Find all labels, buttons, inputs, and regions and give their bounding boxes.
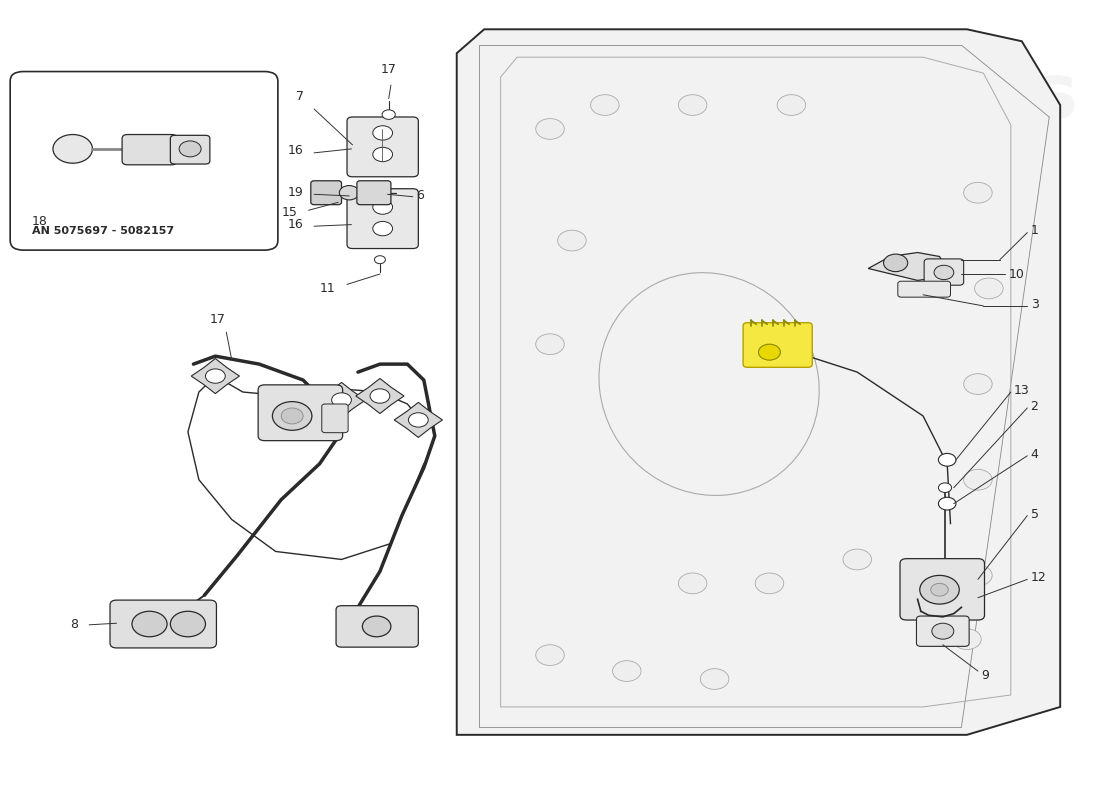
Circle shape xyxy=(938,558,952,568)
Circle shape xyxy=(679,94,707,115)
Circle shape xyxy=(591,94,619,115)
Circle shape xyxy=(931,583,948,596)
Text: 10: 10 xyxy=(1009,267,1024,281)
FancyBboxPatch shape xyxy=(336,606,418,647)
Circle shape xyxy=(964,470,992,490)
Circle shape xyxy=(373,200,393,214)
Circle shape xyxy=(170,611,206,637)
Circle shape xyxy=(759,344,780,360)
Polygon shape xyxy=(191,358,240,394)
Circle shape xyxy=(953,629,981,650)
Polygon shape xyxy=(394,402,442,438)
Text: 17: 17 xyxy=(210,313,225,326)
Circle shape xyxy=(920,575,959,604)
Circle shape xyxy=(938,498,956,510)
Text: 4: 4 xyxy=(1031,448,1038,461)
Circle shape xyxy=(374,256,385,264)
FancyBboxPatch shape xyxy=(122,134,177,165)
Text: 19: 19 xyxy=(287,186,304,199)
Text: 9: 9 xyxy=(981,669,989,682)
Circle shape xyxy=(373,222,393,236)
Circle shape xyxy=(536,645,564,666)
Circle shape xyxy=(179,141,201,157)
Circle shape xyxy=(408,413,428,427)
Circle shape xyxy=(362,616,390,637)
Text: 18: 18 xyxy=(32,215,48,228)
Polygon shape xyxy=(456,30,1060,735)
Circle shape xyxy=(373,147,393,162)
Circle shape xyxy=(339,186,359,200)
Text: 6: 6 xyxy=(416,189,424,202)
Circle shape xyxy=(883,254,908,272)
FancyBboxPatch shape xyxy=(346,189,418,249)
Circle shape xyxy=(206,369,225,383)
Circle shape xyxy=(613,661,641,682)
FancyBboxPatch shape xyxy=(924,259,964,286)
Text: eurocarparts: eurocarparts xyxy=(576,324,896,476)
Circle shape xyxy=(975,278,1003,298)
Text: 7: 7 xyxy=(296,90,304,103)
Circle shape xyxy=(132,611,167,637)
FancyBboxPatch shape xyxy=(898,282,950,297)
Text: 11: 11 xyxy=(319,282,334,295)
Circle shape xyxy=(373,126,393,140)
FancyBboxPatch shape xyxy=(744,322,812,367)
Circle shape xyxy=(558,230,586,251)
Text: 16: 16 xyxy=(287,144,304,157)
Circle shape xyxy=(843,549,871,570)
Circle shape xyxy=(932,623,954,639)
Text: 15: 15 xyxy=(282,206,298,219)
FancyBboxPatch shape xyxy=(110,600,217,648)
Polygon shape xyxy=(355,378,404,414)
Text: a passion for parts since 1985: a passion for parts since 1985 xyxy=(518,436,801,555)
Text: res: res xyxy=(944,60,1078,134)
Text: 1: 1 xyxy=(1031,225,1038,238)
Circle shape xyxy=(938,454,956,466)
Circle shape xyxy=(536,118,564,139)
FancyBboxPatch shape xyxy=(258,385,342,441)
Circle shape xyxy=(938,483,952,493)
Polygon shape xyxy=(868,253,945,281)
Circle shape xyxy=(273,402,312,430)
Circle shape xyxy=(777,94,805,115)
Circle shape xyxy=(536,334,564,354)
Text: 17: 17 xyxy=(381,62,397,75)
FancyBboxPatch shape xyxy=(10,71,278,250)
Text: AN 5075697 - 5082157: AN 5075697 - 5082157 xyxy=(32,226,174,236)
Polygon shape xyxy=(318,382,365,418)
Circle shape xyxy=(964,374,992,394)
Circle shape xyxy=(756,573,783,594)
Text: 3: 3 xyxy=(1031,298,1038,311)
Circle shape xyxy=(370,389,389,403)
Circle shape xyxy=(332,393,351,407)
Text: 13: 13 xyxy=(1014,384,1030,397)
Text: 2: 2 xyxy=(1031,400,1038,413)
FancyBboxPatch shape xyxy=(170,135,210,164)
FancyBboxPatch shape xyxy=(311,181,341,205)
Circle shape xyxy=(934,266,954,280)
Circle shape xyxy=(53,134,92,163)
Circle shape xyxy=(964,565,992,586)
Circle shape xyxy=(382,110,395,119)
FancyBboxPatch shape xyxy=(346,117,418,177)
Text: 12: 12 xyxy=(1031,571,1046,584)
Text: 8: 8 xyxy=(70,618,78,631)
Text: 16: 16 xyxy=(287,218,304,231)
FancyBboxPatch shape xyxy=(356,181,390,205)
Text: 5: 5 xyxy=(1031,507,1038,521)
FancyBboxPatch shape xyxy=(900,558,984,620)
Circle shape xyxy=(701,669,729,690)
Circle shape xyxy=(964,182,992,203)
FancyBboxPatch shape xyxy=(322,404,348,433)
Circle shape xyxy=(679,573,707,594)
FancyBboxPatch shape xyxy=(916,616,969,646)
Circle shape xyxy=(282,408,304,424)
